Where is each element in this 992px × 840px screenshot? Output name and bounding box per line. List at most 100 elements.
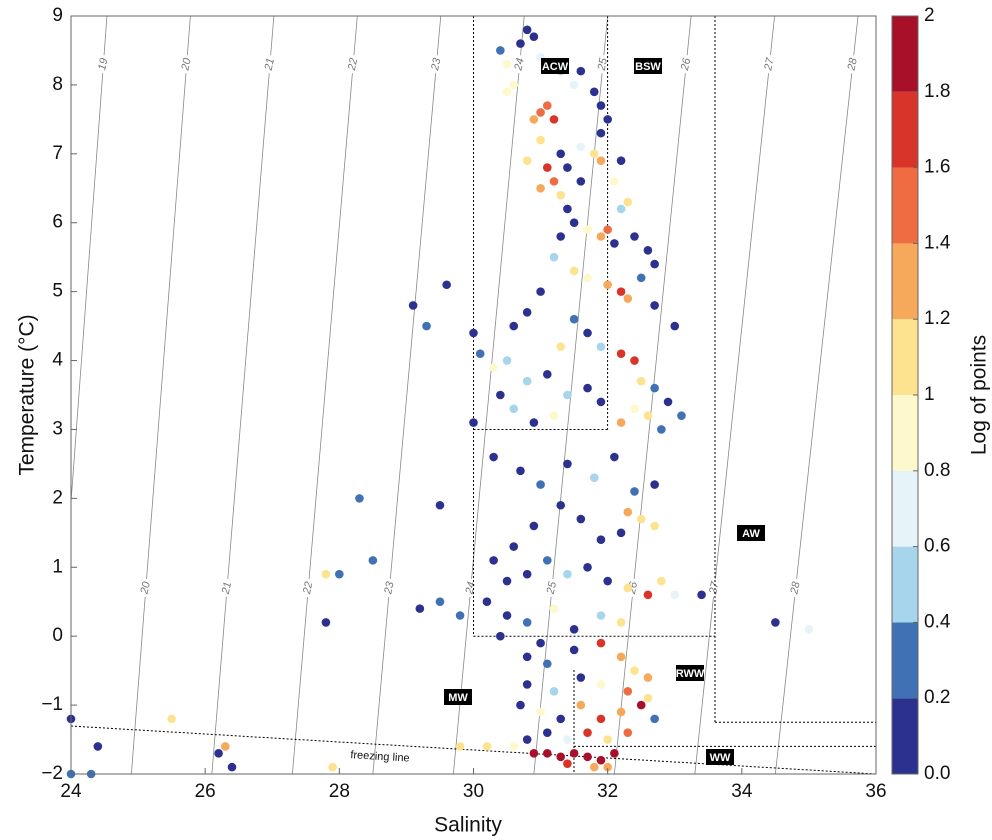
points — [66, 25, 814, 779]
y-tick-label: 4 — [52, 350, 63, 371]
isopycnal-label: 20 — [179, 56, 194, 72]
point — [589, 762, 599, 772]
point — [522, 156, 532, 166]
point — [650, 521, 659, 531]
annotation-box — [706, 749, 734, 765]
point — [556, 149, 566, 159]
point — [596, 156, 606, 166]
annotation-box — [541, 58, 569, 74]
isopycnal-label-bg — [789, 578, 802, 597]
colorbar-tick-label: 1 — [924, 384, 935, 405]
point — [542, 163, 552, 172]
point — [522, 376, 532, 386]
point — [630, 487, 639, 496]
point — [542, 101, 552, 110]
colorbar-tick-label: 1.6 — [924, 157, 950, 178]
point — [482, 742, 492, 751]
water-mass-boxes — [70, 16, 877, 775]
isopycnal-label: 28 — [845, 56, 860, 72]
x-tick-label: 32 — [597, 781, 618, 802]
point — [455, 742, 465, 751]
annotation-box — [737, 525, 765, 541]
point — [563, 204, 572, 214]
isopycnal-label: 25 — [545, 580, 560, 596]
point — [522, 25, 532, 35]
point — [529, 418, 539, 427]
point — [569, 266, 579, 276]
point — [522, 652, 532, 662]
point — [529, 32, 539, 41]
point — [616, 418, 626, 427]
isopycnal-label: 22 — [346, 57, 360, 72]
isopycnal-label-bg — [430, 55, 443, 74]
point — [589, 149, 599, 159]
point — [630, 666, 639, 675]
point — [556, 232, 566, 241]
point — [583, 728, 592, 737]
colorbar-band — [892, 395, 918, 471]
y-tick-label: 6 — [52, 212, 63, 233]
point — [583, 273, 592, 283]
colorbar-tick-label: 1.2 — [924, 308, 950, 329]
point — [469, 328, 478, 338]
point — [576, 700, 586, 710]
point — [616, 349, 626, 358]
colorbar-band — [892, 470, 918, 547]
point — [623, 507, 633, 517]
isopycnals: 19 20 20 21 21 22 22 23 23 24 24 25 25 26 26 27 27 28 28 — [71, 16, 860, 774]
point — [650, 259, 659, 269]
isopycnal-label: 26 — [679, 56, 694, 72]
point — [643, 673, 653, 682]
isopycnal-label: 19 — [96, 57, 110, 71]
point — [630, 404, 639, 414]
point — [589, 473, 599, 482]
isopycnal-label: 23 — [382, 580, 397, 596]
point — [569, 645, 579, 655]
point — [596, 755, 606, 765]
point — [610, 452, 619, 462]
y-tick-label: 5 — [52, 281, 63, 302]
point — [549, 411, 559, 420]
isopycnal-label: 26 — [626, 580, 641, 596]
point — [556, 714, 566, 724]
point — [522, 308, 532, 317]
point — [603, 735, 612, 744]
point — [569, 749, 579, 758]
point — [596, 611, 606, 620]
point — [321, 618, 331, 627]
point — [556, 342, 566, 352]
point — [549, 252, 559, 262]
isopycnal-label: 21 — [262, 57, 276, 72]
isopycnal — [613, 16, 692, 774]
isopycnal-label: 24 — [463, 581, 477, 596]
point — [435, 500, 445, 510]
point — [435, 597, 445, 607]
isopycnal-label-bg — [545, 578, 558, 597]
y-tick-label: 9 — [52, 5, 63, 26]
point — [650, 480, 659, 489]
point — [368, 556, 378, 565]
colorbar-tick-label: 0.8 — [924, 460, 950, 481]
point — [214, 749, 223, 758]
point — [603, 280, 612, 290]
point — [542, 749, 552, 758]
annotation: AW — [742, 528, 760, 540]
y-tick-label: 1 — [52, 556, 63, 577]
annotation-box — [634, 58, 662, 74]
annotation: WW — [710, 752, 731, 764]
point — [596, 535, 606, 545]
point — [623, 728, 633, 737]
point — [616, 287, 626, 296]
point — [596, 680, 606, 689]
y-tick-label: 3 — [52, 418, 63, 439]
isopycnal-label-bg — [596, 55, 609, 74]
isopycnal-label-bg — [627, 578, 640, 597]
annotation: MW — [448, 692, 468, 704]
point — [603, 115, 612, 124]
point — [227, 762, 237, 772]
point — [563, 390, 572, 400]
point — [529, 521, 539, 531]
point — [496, 390, 505, 400]
point — [482, 597, 492, 607]
point — [616, 528, 626, 538]
